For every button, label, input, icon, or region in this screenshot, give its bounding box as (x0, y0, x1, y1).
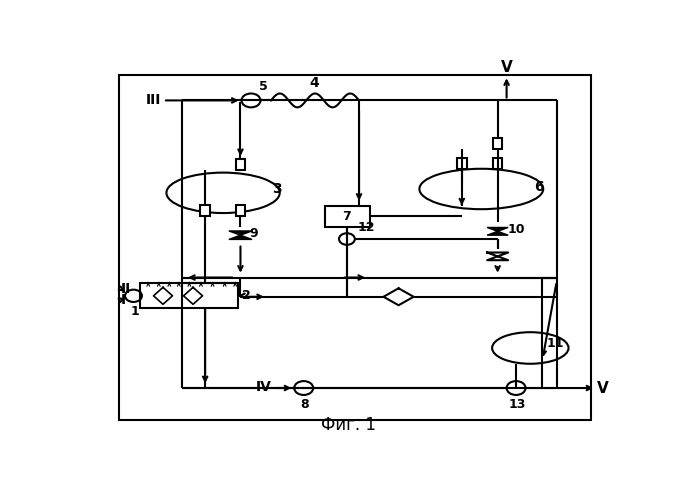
Text: 5: 5 (259, 80, 267, 94)
Bar (201, 205, 210, 216)
Text: 13: 13 (509, 398, 526, 410)
Text: I: I (121, 292, 126, 306)
Text: III: III (146, 94, 161, 108)
Text: 1: 1 (130, 306, 139, 318)
Bar (140, 284, 238, 308)
Text: 9: 9 (249, 227, 258, 240)
Bar (236, 205, 245, 216)
Text: 11: 11 (546, 337, 564, 350)
Bar (493, 138, 503, 148)
Text: 4: 4 (309, 76, 319, 90)
Bar (457, 158, 466, 168)
Text: V: V (597, 380, 609, 396)
Text: 2: 2 (242, 290, 251, 302)
Text: 3: 3 (272, 182, 282, 196)
Text: II: II (121, 282, 131, 296)
Bar (236, 159, 245, 170)
Bar (119, 76, 591, 420)
Bar (493, 158, 503, 168)
Text: 12: 12 (358, 222, 375, 234)
Text: 10: 10 (507, 223, 525, 236)
Polygon shape (487, 228, 508, 235)
Text: V: V (500, 60, 513, 76)
Text: 7: 7 (343, 210, 352, 222)
Text: 6: 6 (534, 180, 543, 194)
Polygon shape (384, 288, 413, 305)
Text: 8: 8 (301, 398, 309, 410)
Bar (325, 206, 370, 227)
Text: Фиг. 1: Фиг. 1 (321, 416, 376, 434)
Text: IV: IV (256, 380, 272, 394)
Polygon shape (229, 231, 252, 239)
Polygon shape (487, 252, 508, 260)
